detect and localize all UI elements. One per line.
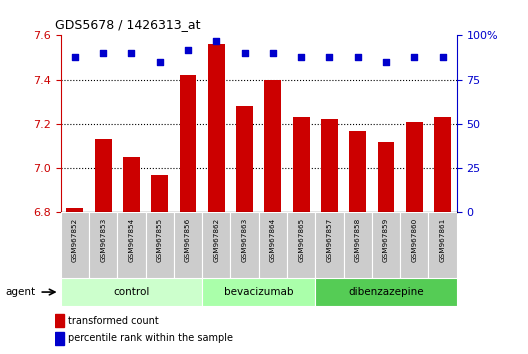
Text: GSM967856: GSM967856: [185, 218, 191, 262]
Bar: [406, 122, 423, 212]
Text: GSM967858: GSM967858: [355, 218, 361, 262]
Bar: [344, 212, 372, 278]
Bar: [202, 212, 230, 278]
Point: [297, 54, 305, 59]
Bar: [123, 157, 140, 212]
Bar: [89, 212, 117, 278]
Text: dibenzazepine: dibenzazepine: [348, 287, 424, 297]
Bar: [315, 278, 457, 306]
Bar: [236, 106, 253, 212]
Bar: [61, 212, 89, 278]
Bar: [321, 120, 338, 212]
Bar: [230, 212, 259, 278]
Point: [212, 38, 221, 44]
Bar: [174, 212, 202, 278]
Point: [127, 50, 136, 56]
Bar: [378, 142, 394, 212]
Bar: [151, 175, 168, 212]
Bar: [55, 314, 64, 327]
Bar: [117, 212, 146, 278]
Text: GSM967861: GSM967861: [440, 218, 446, 262]
Point: [438, 54, 447, 59]
Text: GSM967865: GSM967865: [298, 218, 304, 262]
Text: GSM967859: GSM967859: [383, 218, 389, 262]
Text: GSM967853: GSM967853: [100, 218, 106, 262]
Bar: [146, 212, 174, 278]
Text: GSM967864: GSM967864: [270, 218, 276, 262]
Text: GSM967863: GSM967863: [242, 218, 248, 262]
Bar: [287, 212, 315, 278]
Point: [99, 50, 107, 56]
Bar: [95, 139, 111, 212]
Bar: [202, 278, 315, 306]
Text: agent: agent: [5, 287, 35, 297]
Bar: [434, 117, 451, 212]
Text: bevacizumab: bevacizumab: [224, 287, 294, 297]
Point: [410, 54, 419, 59]
Point: [71, 54, 79, 59]
Point: [325, 54, 334, 59]
Point: [382, 59, 390, 65]
Point: [155, 59, 164, 65]
Text: transformed count: transformed count: [69, 316, 159, 326]
Text: percentile rank within the sample: percentile rank within the sample: [69, 333, 233, 343]
Text: GSM967862: GSM967862: [213, 218, 219, 262]
Bar: [315, 212, 344, 278]
Bar: [67, 208, 83, 212]
Text: GSM967860: GSM967860: [411, 218, 417, 262]
Bar: [428, 212, 457, 278]
Bar: [180, 75, 196, 212]
Bar: [55, 332, 64, 345]
Text: GSM967852: GSM967852: [72, 218, 78, 262]
Point: [353, 54, 362, 59]
Bar: [372, 212, 400, 278]
Bar: [349, 131, 366, 212]
Text: GSM967855: GSM967855: [157, 218, 163, 262]
Point: [269, 50, 277, 56]
Bar: [208, 44, 225, 212]
Bar: [259, 212, 287, 278]
Bar: [265, 80, 281, 212]
Point: [240, 50, 249, 56]
Text: GDS5678 / 1426313_at: GDS5678 / 1426313_at: [55, 18, 201, 31]
Text: GSM967854: GSM967854: [128, 218, 135, 262]
Bar: [293, 117, 309, 212]
Text: control: control: [113, 287, 149, 297]
Bar: [61, 278, 202, 306]
Text: GSM967857: GSM967857: [326, 218, 333, 262]
Bar: [400, 212, 428, 278]
Point: [184, 47, 192, 52]
